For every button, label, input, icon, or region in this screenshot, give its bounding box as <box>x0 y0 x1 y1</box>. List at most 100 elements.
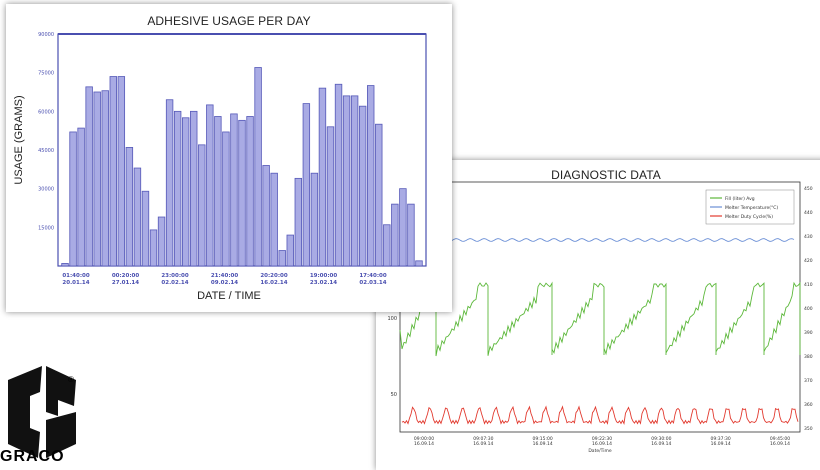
usage-x-tick-time: 21:40:00 <box>211 273 239 279</box>
usage-bar <box>85 86 93 267</box>
diagnostic-right-y-tick: 390 <box>804 330 813 336</box>
usage-bar <box>198 144 206 267</box>
diagnostic-legend: Fill (liter) Avg Melter Temperature(°C) Me… <box>705 189 795 225</box>
usage-x-tick-time: 19:00:00 <box>310 273 338 279</box>
usage-bar <box>310 172 319 267</box>
legend-entry: Fill (liter) Avg <box>725 196 755 202</box>
diagnostic-right-y-tick: 430 <box>804 234 813 240</box>
usage-x-tick-date: 02.03.14 <box>359 280 386 286</box>
usage-bar <box>206 104 214 267</box>
diagnostic-x-tick-time: 09:37:30 <box>711 436 731 442</box>
diagnostic-right-y-tick: 380 <box>804 354 813 360</box>
logo-wordmark: GRACO <box>0 448 65 465</box>
usage-bar <box>117 76 126 267</box>
usage-x-tick-time: 17:40:00 <box>359 273 387 279</box>
diagnostic-x-tick-date: 16.09.14 <box>770 441 790 447</box>
usage-bar <box>415 260 423 267</box>
diagnostic-right-y-tick: 400 <box>804 306 813 312</box>
usage-bar <box>302 103 311 267</box>
usage-bar <box>391 203 399 267</box>
diagnostic-x-axis-label: Date/Time <box>588 448 612 454</box>
legend-entry: Melter Duty Cycle(%) <box>725 214 773 220</box>
diagnostic-x-tick-date: 16.09.14 <box>533 441 553 447</box>
usage-bar <box>375 123 383 267</box>
series-fill-avg <box>399 281 801 357</box>
usage-bar <box>190 110 198 267</box>
usage-bar <box>157 216 166 267</box>
usage-bar <box>69 131 77 267</box>
diagnostic-x-tick-date: 16.09.14 <box>651 441 671 447</box>
usage-bar <box>270 172 278 267</box>
diagnostic-x-tick-time: 09:30:00 <box>651 436 671 442</box>
usage-bar <box>173 110 182 267</box>
usage-bar <box>350 95 359 267</box>
usage-bar <box>278 250 286 267</box>
logo-left-shape <box>8 366 42 458</box>
diagnostic-x-tick-time: 09:15:00 <box>533 436 553 442</box>
diagnostic-right-y-tick: 450 <box>804 186 813 192</box>
usage-bar <box>342 95 351 267</box>
usage-bar <box>326 126 335 267</box>
diagnostic-left-y-tick: 50 <box>391 392 397 398</box>
diagnostic-left-y-tick: 100 <box>387 316 397 322</box>
diagnostic-right-y-tick: 410 <box>804 282 813 288</box>
usage-y-tick-label: 90000 <box>38 32 54 38</box>
usage-bar <box>77 127 85 267</box>
diagnostic-x-tick-date: 16.09.14 <box>592 441 612 447</box>
logo-registered-mark: ® <box>68 375 74 384</box>
usage-bar <box>246 116 254 267</box>
usage-x-tick-date: 16.02.14 <box>260 280 287 286</box>
usage-x-tick-date: 27.01.14 <box>112 280 139 286</box>
usage-bar <box>222 131 230 267</box>
usage-bar <box>286 234 294 267</box>
usage-bar <box>101 90 109 267</box>
usage-bar <box>93 91 101 267</box>
usage-x-tick-date: 02.02.14 <box>161 280 188 286</box>
usage-x-tick-date: 09.02.14 <box>211 280 238 286</box>
usage-bar <box>141 190 150 267</box>
diagnostic-chart: Fill (liter) Avg Melter Temperature(°C) Me… <box>387 181 813 454</box>
usage-x-tick-date: 20.01.14 <box>62 280 89 286</box>
usage-bar <box>238 119 246 267</box>
usage-y-tick-label: 45000 <box>38 148 54 154</box>
diagnostic-chart-title: DIAGNOSTIC DATA <box>551 168 661 182</box>
usage-bar <box>230 113 238 267</box>
usage-bar <box>125 147 134 267</box>
diagnostic-x-tick-date: 16.09.14 <box>414 441 434 447</box>
usage-y-tick-label: 30000 <box>38 187 54 193</box>
logo-top-right-shape <box>46 366 76 416</box>
usage-x-tick-time: 01:40:00 <box>62 273 90 279</box>
usage-bar <box>133 167 142 267</box>
usage-bar <box>358 105 367 267</box>
usage-bar <box>407 203 415 267</box>
graco-logo <box>8 366 76 458</box>
usage-bar <box>109 76 117 267</box>
usage-bar <box>61 263 69 267</box>
usage-bar <box>367 85 375 267</box>
diagnostic-right-y-tick: 420 <box>804 258 813 264</box>
usage-x-tick-time: 00:20:00 <box>112 273 140 279</box>
usage-x-tick-date: 23.02.14 <box>310 280 337 286</box>
usage-bar <box>318 87 327 267</box>
usage-y-tick-label: 75000 <box>38 71 54 77</box>
usage-bar <box>294 177 303 267</box>
usage-bar <box>149 229 158 267</box>
usage-chart-card: ADHESIVE USAGE PER DAY USAGE (GRAMS) DAT… <box>6 4 452 312</box>
diagnostic-x-tick-date: 16.09.14 <box>711 441 731 447</box>
usage-y-tick-label: 60000 <box>38 109 54 115</box>
diagnostic-right-y-tick: 350 <box>804 426 813 432</box>
usage-bar <box>254 67 262 267</box>
diagnostic-right-y-tick: 440 <box>804 210 813 216</box>
usage-bar <box>214 116 222 267</box>
diagnostic-right-y-tick: 370 <box>804 378 813 384</box>
diagnostic-x-tick-time: 09:45:00 <box>770 436 790 442</box>
usage-bar <box>262 165 270 267</box>
usage-bar <box>399 188 407 267</box>
usage-x-tick-time: 23:00:00 <box>161 273 189 279</box>
series-duty-cycle <box>401 405 799 425</box>
usage-bar <box>334 83 343 267</box>
series-melter-temperature <box>423 238 795 242</box>
usage-y-tick-label: 15000 <box>38 225 54 231</box>
diagnostic-right-y-tick: 360 <box>804 402 813 408</box>
diagnostic-x-tick-time: 09:00:00 <box>414 436 434 442</box>
